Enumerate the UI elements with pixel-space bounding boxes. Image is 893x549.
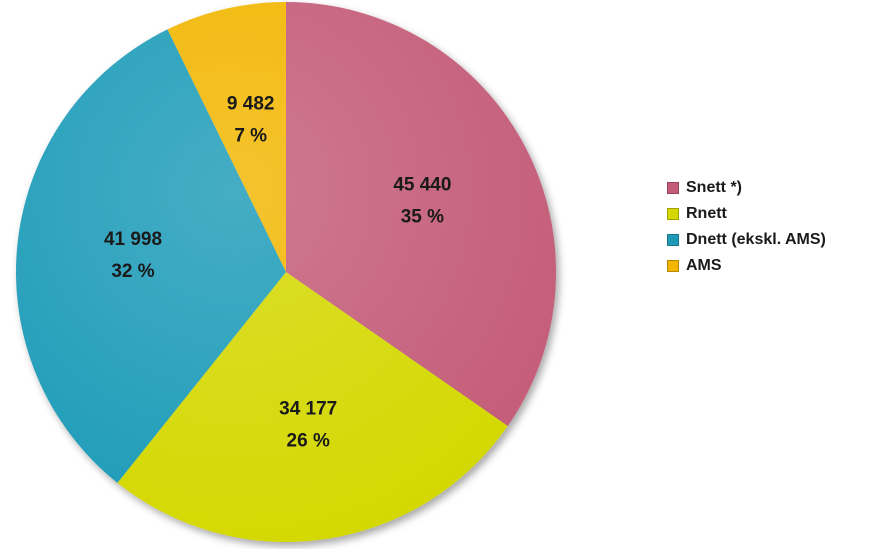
pie-slices — [16, 2, 556, 542]
slice-percent-label-snett: 35 % — [401, 207, 444, 228]
legend-label: Snett *) — [686, 179, 742, 197]
slice-value-label-dnett: 41 998 — [104, 229, 162, 250]
legend-item-rnett: Rnett — [667, 201, 826, 227]
slice-percent-label-rnett: 26 % — [287, 430, 330, 451]
slice-value-label-snett: 45 440 — [393, 175, 451, 196]
legend-label: Dnett (ekskl. AMS) — [686, 231, 826, 249]
legend-swatch — [667, 182, 679, 194]
legend: Snett *) Rnett Dnett (ekskl. AMS) AMS — [667, 175, 826, 279]
legend-swatch — [667, 260, 679, 272]
legend-item-dnett: Dnett (ekskl. AMS) — [667, 227, 826, 253]
legend-label: AMS — [686, 257, 722, 275]
slice-percent-label-ams: 7 % — [234, 125, 267, 146]
slice-percent-label-dnett: 32 % — [111, 261, 154, 282]
legend-label: Rnett — [686, 205, 727, 223]
slice-value-label-ams: 9 482 — [227, 93, 275, 114]
legend-swatch — [667, 208, 679, 220]
legend-swatch — [667, 234, 679, 246]
slice-value-label-rnett: 34 177 — [279, 398, 337, 419]
legend-item-ams: AMS — [667, 253, 826, 279]
legend-item-snett: Snett *) — [667, 175, 826, 201]
